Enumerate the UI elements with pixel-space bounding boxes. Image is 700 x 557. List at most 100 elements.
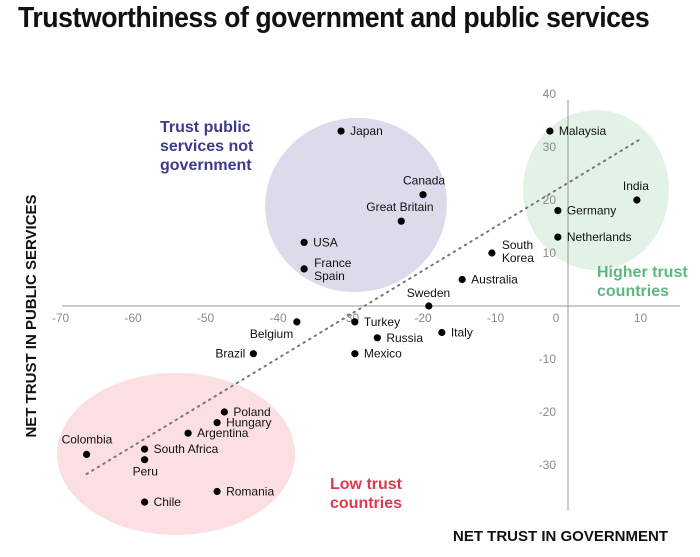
point-label-line: Canada xyxy=(403,174,445,188)
point-label: Australia xyxy=(471,273,518,287)
point-label: South Africa xyxy=(154,442,219,456)
data-point xyxy=(554,233,562,241)
point-label: Great Britain xyxy=(366,200,433,214)
data-point xyxy=(458,275,466,284)
group-label-line: Higher trust xyxy=(597,264,688,281)
data-point xyxy=(300,238,308,246)
point-label: Sweden xyxy=(407,286,450,300)
point-label: Colombia xyxy=(62,432,113,446)
x-tick-label: 0 xyxy=(553,311,560,325)
point-label-line: USA xyxy=(313,235,338,249)
y-axis-title: NET TRUST IN PUBLIC SERVICES xyxy=(23,194,40,437)
point-label-line: Turkey xyxy=(364,315,400,329)
point-label: Poland xyxy=(233,405,270,419)
point-label-line: Colombia xyxy=(62,432,113,446)
group-label-line: countries xyxy=(330,495,402,512)
y-tick-label: 10 xyxy=(543,246,557,260)
point-label: Canada xyxy=(403,174,445,188)
data-point xyxy=(213,419,221,427)
point-label-line: South xyxy=(502,238,533,252)
point-label: Germany xyxy=(567,204,616,218)
group-label-line: Low trust xyxy=(330,476,403,493)
point-label: Peru xyxy=(133,465,158,479)
point-label-line: Peru xyxy=(133,465,158,479)
y-tick-label: 30 xyxy=(543,140,557,154)
point-label: India xyxy=(623,179,649,193)
point-label-line: Italy xyxy=(451,326,473,340)
chart-title: Trustworthiness of government and public… xyxy=(18,2,650,34)
data-point xyxy=(546,127,554,135)
point-label-line: Great Britain xyxy=(366,200,433,214)
data-point xyxy=(425,302,433,310)
point-label-line: Germany xyxy=(567,204,616,218)
point-label: Belgium xyxy=(250,327,293,341)
x-axis-title: NET TRUST IN GOVERNMENT xyxy=(453,528,668,545)
x-tick-label: -50 xyxy=(197,311,215,325)
data-point xyxy=(141,456,149,464)
point-label-line: Netherlands xyxy=(567,230,632,244)
group-label: Trust public services not government xyxy=(160,119,254,174)
data-point xyxy=(293,318,301,326)
x-tick-label: -20 xyxy=(414,311,432,325)
group-region xyxy=(265,117,447,293)
group-label-line: countries xyxy=(597,283,669,300)
x-tick-label: -70 xyxy=(52,311,70,325)
point-label-line: Belgium xyxy=(250,327,293,341)
point-label-line: South Africa xyxy=(154,442,219,456)
data-point xyxy=(83,450,91,458)
y-tick-label: 20 xyxy=(543,193,557,207)
data-point xyxy=(300,265,308,273)
data-point xyxy=(141,445,149,453)
point-label: Brazil xyxy=(215,347,245,361)
point-label-line: Japan xyxy=(350,124,383,138)
point-label: Chile xyxy=(154,495,182,509)
point-label: Argentina xyxy=(197,426,249,440)
data-point xyxy=(419,191,427,199)
x-tick-label: -10 xyxy=(487,311,505,325)
group-region xyxy=(57,373,295,535)
point-label-line: Mexico xyxy=(364,347,402,361)
group-label: Higher trust countries xyxy=(597,264,688,300)
trendline xyxy=(85,138,642,476)
point-label-line: Hungary xyxy=(226,416,271,430)
data-point xyxy=(397,217,405,225)
point-label: Italy xyxy=(451,326,473,340)
point-label: Hungary xyxy=(226,416,271,430)
point-label-line: Sweden xyxy=(407,286,450,300)
point-label-line: Australia xyxy=(471,273,518,287)
point-label-line: Chile xyxy=(154,495,182,509)
point-label: Romania xyxy=(226,485,274,499)
data-point xyxy=(220,408,228,416)
data-point xyxy=(184,429,192,437)
point-label-line: Argentina xyxy=(197,426,249,440)
y-tick-label: -20 xyxy=(539,405,557,419)
data-point xyxy=(249,350,257,358)
point-label-line: Malaysia xyxy=(559,124,607,138)
data-point xyxy=(351,350,359,358)
data-point xyxy=(141,498,149,506)
point-label-line: Poland xyxy=(233,405,270,419)
point-label-line: Russia xyxy=(386,331,423,345)
group-region xyxy=(523,110,669,270)
point-label-line: France xyxy=(314,256,352,270)
x-tick-label: 10 xyxy=(634,311,648,325)
point-label: Malaysia xyxy=(559,124,607,138)
point-label-line: Korea xyxy=(502,251,534,265)
point-label: Japan xyxy=(350,124,383,138)
x-tick-label: -40 xyxy=(269,311,287,325)
x-tick-label: -60 xyxy=(124,311,142,325)
point-label-line: Spain xyxy=(314,269,345,283)
point-label: Turkey xyxy=(364,315,400,329)
data-point xyxy=(438,328,446,337)
group-label-line: government xyxy=(160,157,252,174)
point-label-line: Romania xyxy=(226,485,274,499)
y-tick-label: 40 xyxy=(543,87,557,101)
data-point xyxy=(488,249,496,257)
point-label: Russia xyxy=(386,331,423,345)
data-point xyxy=(351,318,359,326)
y-tick-label: -10 xyxy=(539,352,557,366)
point-label: Netherlands xyxy=(567,230,632,244)
group-label-line: services not xyxy=(160,138,254,155)
